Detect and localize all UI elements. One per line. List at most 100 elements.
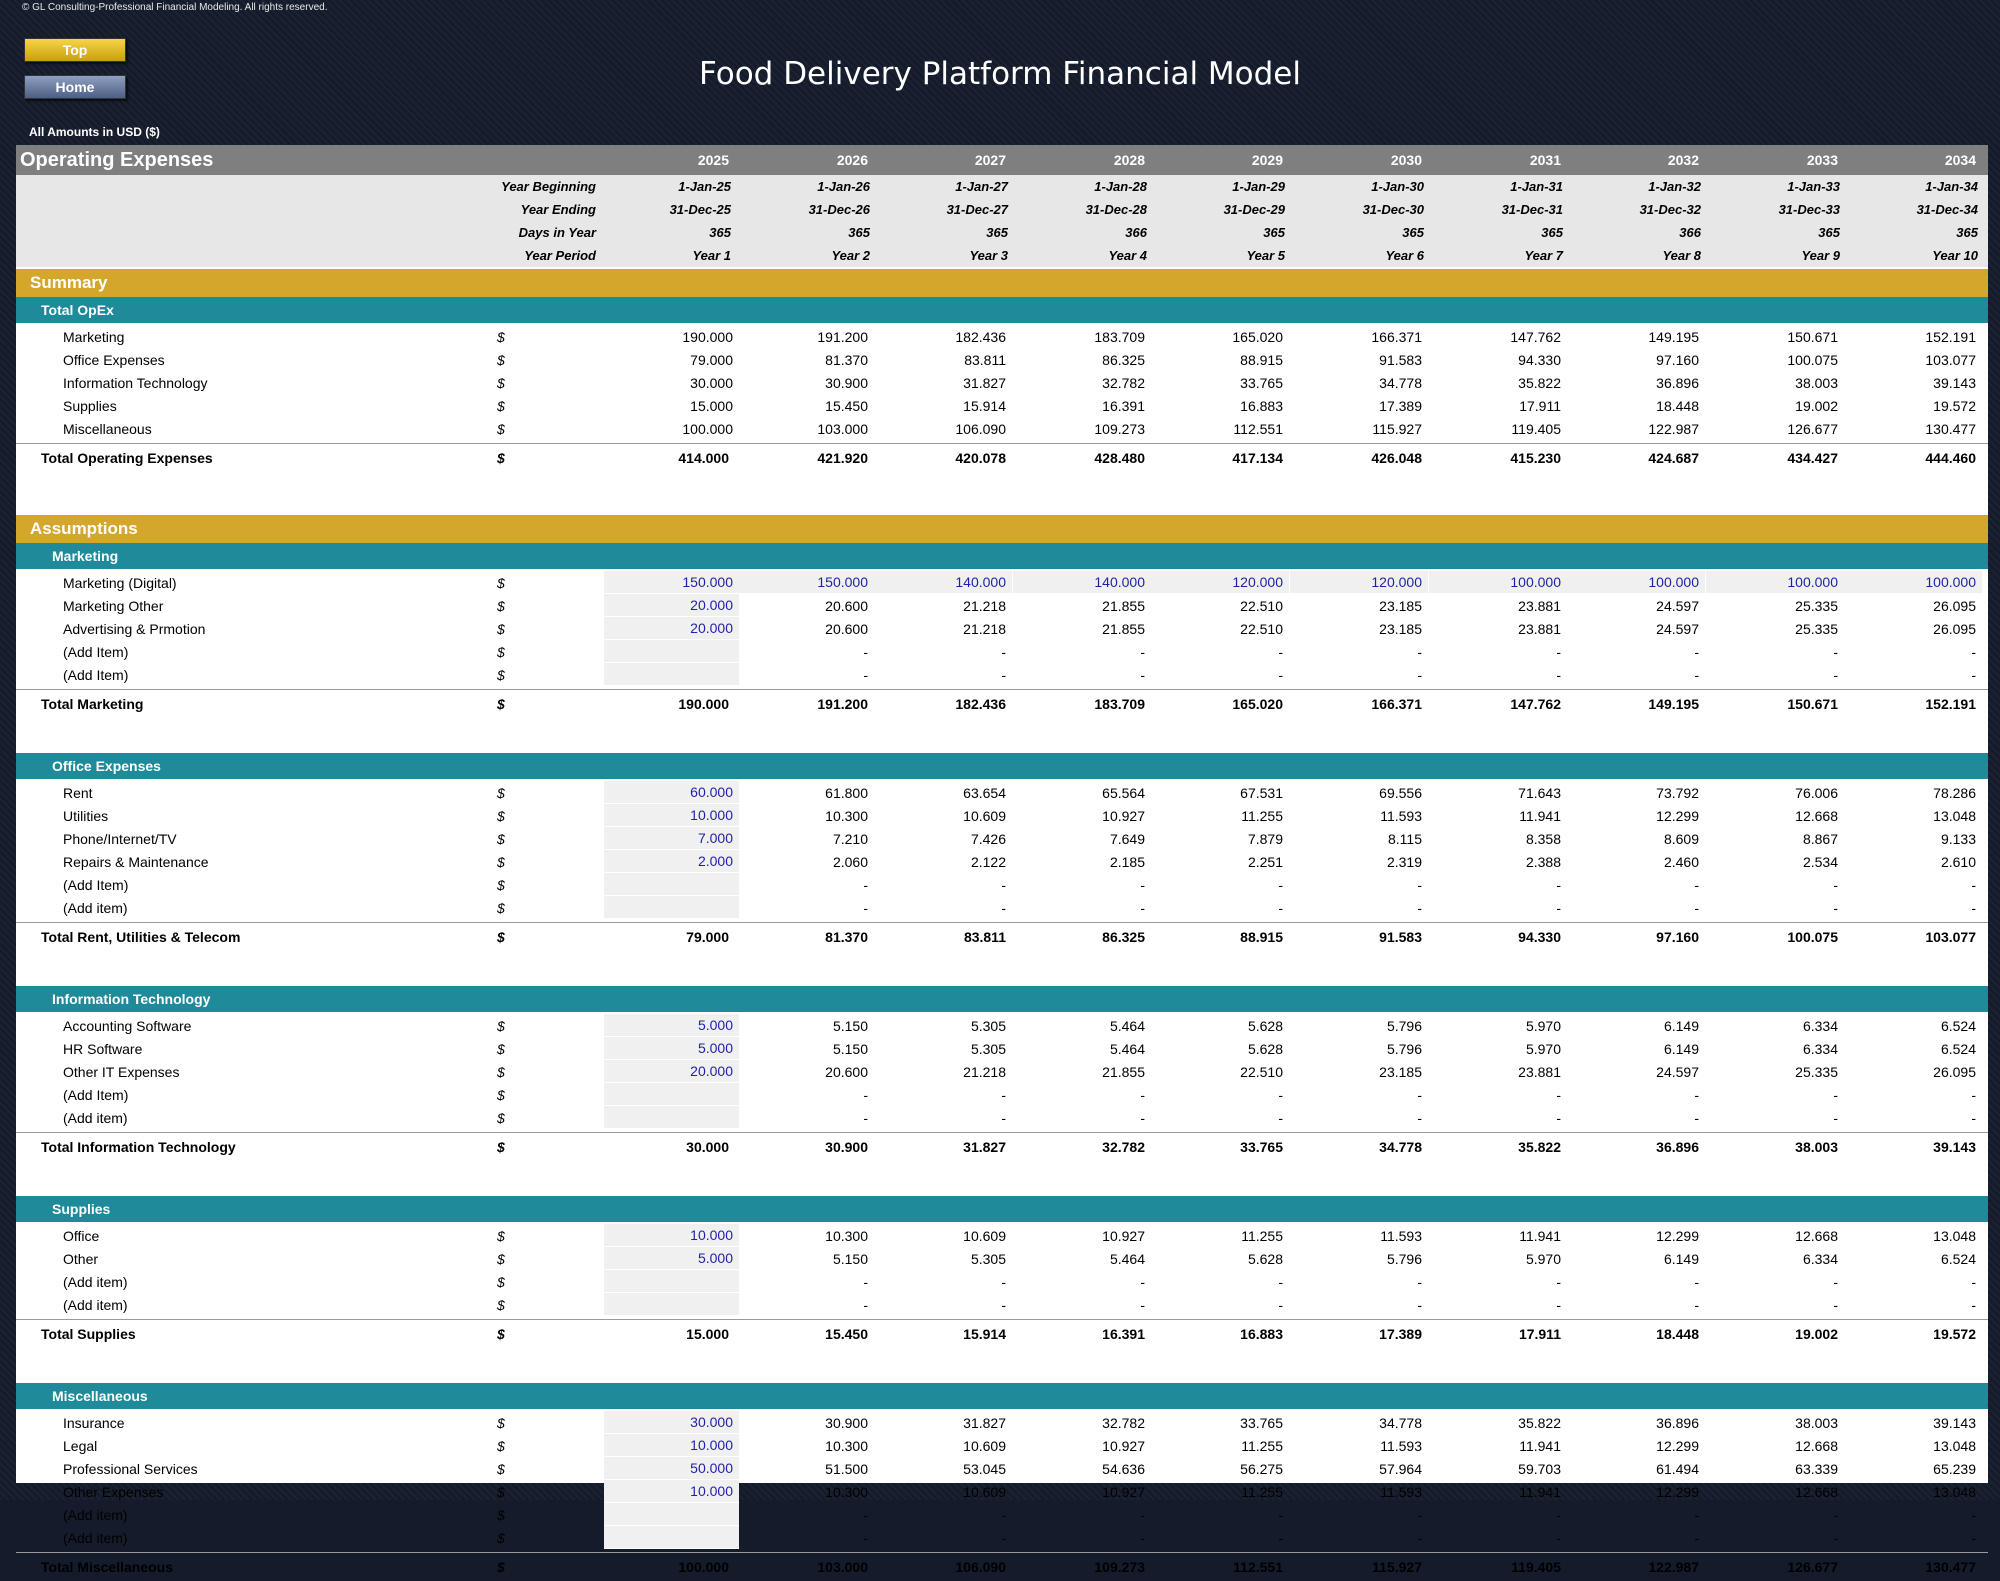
value-cell: - xyxy=(1556,876,1561,893)
table-row: Accounting Software $5.000 5.150 5.305 5.464… xyxy=(16,1014,1988,1037)
value-cell: - xyxy=(1417,876,1422,893)
value-cell: 10.927 xyxy=(1102,1227,1145,1244)
table-row: Other IT Expenses $20.000 20.600 21.218 21.8… xyxy=(16,1060,1988,1083)
currency-symbol: $ xyxy=(497,1109,505,1126)
value-cell: - xyxy=(1278,1296,1283,1313)
spreadsheet: Operating Expenses 2025 2026 2027 2028 2029 20… xyxy=(16,145,1988,1575)
input-cell[interactable]: 60.000 xyxy=(604,781,739,804)
timeline-value: 1-Jan-29 xyxy=(1232,179,1285,194)
input-cell[interactable]: 100.000 xyxy=(1429,571,1567,594)
row-label: (Add item) xyxy=(63,1109,128,1126)
input-cell[interactable]: 20.000 xyxy=(604,594,739,617)
row-label: Office xyxy=(63,1227,100,1244)
value-cell: 25.335 xyxy=(1795,1063,1838,1080)
input-cell[interactable]: 5.000 xyxy=(604,1247,739,1270)
total-value: 414.000 xyxy=(678,450,729,466)
timeline-value: Year 2 xyxy=(831,248,870,263)
row-label: Information Technology xyxy=(63,374,208,391)
total-label: Total Supplies xyxy=(41,1326,136,1342)
currency-symbol: $ xyxy=(497,1273,505,1290)
currency-symbol: $ xyxy=(497,1414,505,1431)
input-cell[interactable] xyxy=(604,663,739,686)
input-cell[interactable] xyxy=(604,1293,739,1316)
value-cell: - xyxy=(1278,1506,1283,1523)
value-cell: 13.048 xyxy=(1933,1227,1976,1244)
input-cell[interactable] xyxy=(604,1270,739,1293)
value-cell: 88.915 xyxy=(1240,351,1283,368)
input-cell[interactable]: 20.000 xyxy=(604,617,739,640)
value-cell: - xyxy=(1140,1086,1145,1103)
input-cell[interactable]: 120.000 xyxy=(1151,571,1289,594)
input-cell[interactable]: 150.000 xyxy=(604,571,739,594)
value-cell: 12.299 xyxy=(1656,1227,1699,1244)
input-cell[interactable]: 100.000 xyxy=(1706,571,1844,594)
value-cell: 5.970 xyxy=(1525,1250,1561,1267)
value-cell: 103.000 xyxy=(817,420,868,437)
value-cell: - xyxy=(1278,1086,1283,1103)
input-cell[interactable]: 140.000 xyxy=(1013,571,1151,594)
value-cell: 2.251 xyxy=(1247,853,1283,870)
input-cell[interactable]: 100.000 xyxy=(1844,571,1982,594)
value-cell: - xyxy=(1417,1506,1422,1523)
row-label: Advertising & Prmotion xyxy=(63,620,206,637)
input-cell[interactable] xyxy=(604,1106,739,1129)
value-cell: 11.255 xyxy=(1241,1227,1283,1244)
value-cell: - xyxy=(1694,1296,1699,1313)
input-cell[interactable]: 5.000 xyxy=(604,1014,739,1037)
value-cell: - xyxy=(1001,1086,1006,1103)
currency-symbol: $ xyxy=(497,784,505,801)
total-value: 103.000 xyxy=(817,1559,868,1575)
value-cell: - xyxy=(1694,899,1699,916)
year-label: 2028 xyxy=(1113,152,1145,168)
input-cell[interactable]: 140.000 xyxy=(874,571,1012,594)
input-cell[interactable] xyxy=(604,873,739,896)
value-cell: 10.609 xyxy=(963,1437,1006,1454)
value-cell: 7.649 xyxy=(1109,830,1145,847)
input-cell[interactable]: 10.000 xyxy=(604,1434,739,1457)
home-button[interactable]: Home xyxy=(24,75,126,99)
year-label: 2026 xyxy=(836,152,868,168)
row-label: Other xyxy=(63,1250,99,1267)
input-cell[interactable]: 7.000 xyxy=(604,827,739,850)
input-cell[interactable] xyxy=(604,1083,739,1106)
currency-symbol: $ xyxy=(497,807,505,824)
currency-symbol: $ xyxy=(497,574,505,591)
value-cell: - xyxy=(1694,1086,1699,1103)
input-cell[interactable]: 50.000 xyxy=(604,1457,739,1480)
input-cell[interactable]: 120.000 xyxy=(1290,571,1428,594)
timeline-value: 365 xyxy=(1263,225,1285,240)
currency-symbol: $ xyxy=(497,929,505,945)
input-cell[interactable]: 150.000 xyxy=(736,571,874,594)
total-value: 31.827 xyxy=(963,1139,1006,1155)
value-cell: - xyxy=(863,1273,868,1290)
value-cell: 8.358 xyxy=(1525,830,1561,847)
value-cell: - xyxy=(1278,876,1283,893)
input-cell[interactable] xyxy=(604,1503,739,1526)
total-value: 33.765 xyxy=(1240,1139,1283,1155)
total-row: Total Rent, Utilities & Telecom $79.000 81… xyxy=(16,922,1988,951)
input-cell[interactable] xyxy=(604,896,739,919)
input-cell[interactable]: 100.000 xyxy=(1567,571,1705,594)
input-cell[interactable]: 10.000 xyxy=(604,804,739,827)
top-button[interactable]: Top xyxy=(24,38,126,62)
input-cell[interactable]: 10.000 xyxy=(604,1224,739,1247)
input-cell[interactable]: 30.000 xyxy=(604,1411,739,1434)
timeline-value: 31-Dec-32 xyxy=(1639,202,1701,217)
input-cell[interactable]: 5.000 xyxy=(604,1037,739,1060)
input-cell[interactable] xyxy=(604,640,739,663)
value-cell: 65.239 xyxy=(1933,1460,1976,1477)
timeline-value: 31-Dec-28 xyxy=(1085,202,1147,217)
value-cell: 38.003 xyxy=(1795,1414,1838,1431)
value-cell: - xyxy=(1971,876,1976,893)
value-cell: 126.677 xyxy=(1787,420,1838,437)
input-cell[interactable]: 20.000 xyxy=(604,1060,739,1083)
value-cell: 16.883 xyxy=(1240,397,1283,414)
input-cell[interactable] xyxy=(604,1526,739,1549)
table-row: Phone/Internet/TV $7.000 7.210 7.426 7.649 7.… xyxy=(16,827,1988,850)
value-cell: 5.305 xyxy=(970,1040,1006,1057)
value-cell: 6.149 xyxy=(1663,1040,1699,1057)
timeline-value: 365 xyxy=(1818,225,1840,240)
input-cell[interactable]: 2.000 xyxy=(604,850,739,873)
total-value: 30.000 xyxy=(686,1139,729,1155)
timeline-value: Year 4 xyxy=(1108,248,1147,263)
